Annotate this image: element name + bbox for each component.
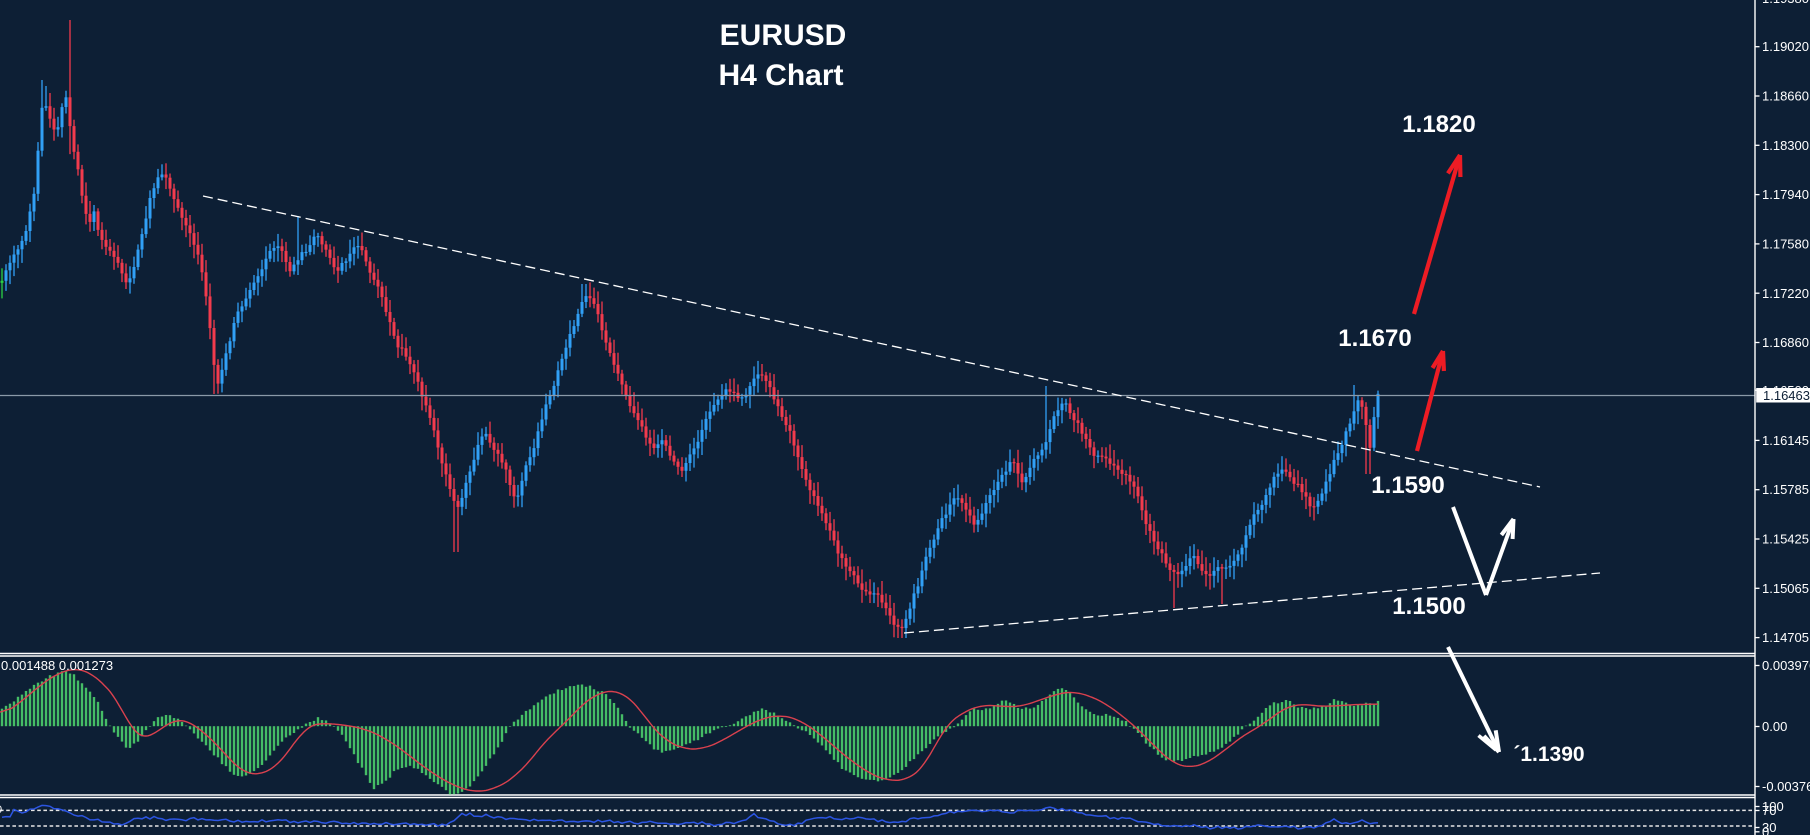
svg-text:1.18300: 1.18300	[1762, 138, 1809, 153]
svg-text:0: 0	[0, 804, 2, 816]
svg-text:1.17940: 1.17940	[1762, 187, 1809, 202]
svg-text:´1.1390: ´1.1390	[1513, 743, 1584, 766]
svg-text:100: 100	[1762, 799, 1784, 814]
svg-text:1.17220: 1.17220	[1762, 286, 1809, 301]
svg-text:-0.00376: -0.00376	[1762, 779, 1810, 794]
svg-text:1.1500: 1.1500	[1392, 593, 1465, 620]
svg-text:70: 70	[1762, 803, 1776, 818]
svg-text:0.00: 0.00	[1762, 719, 1787, 734]
svg-text:1.1820: 1.1820	[1402, 111, 1475, 138]
svg-text:1.1670: 1.1670	[1338, 325, 1411, 352]
svg-text:1.17580: 1.17580	[1762, 237, 1809, 252]
svg-text:1.1590: 1.1590	[1371, 472, 1444, 499]
svg-text:30: 30	[1762, 820, 1776, 835]
svg-text:1.19380: 1.19380	[1762, 0, 1809, 6]
svg-text:0.003976: 0.003976	[1762, 658, 1810, 673]
svg-text:0.001488 0.001273: 0.001488 0.001273	[1, 658, 113, 673]
svg-text:1.15425: 1.15425	[1762, 532, 1809, 547]
svg-text:EURUSD: EURUSD	[720, 19, 847, 52]
svg-text:1.14705: 1.14705	[1762, 630, 1809, 645]
svg-text:H4 Chart: H4 Chart	[718, 59, 843, 92]
svg-text:1.16860: 1.16860	[1762, 335, 1809, 350]
svg-text:1.18660: 1.18660	[1762, 89, 1809, 104]
svg-text:1.16145: 1.16145	[1762, 433, 1809, 448]
svg-text:1.15785: 1.15785	[1762, 482, 1809, 497]
svg-text:1.19020: 1.19020	[1762, 39, 1809, 54]
svg-text:1.16463: 1.16463	[1763, 388, 1810, 403]
svg-text:1.15065: 1.15065	[1762, 581, 1809, 596]
svg-text:0: 0	[1762, 824, 1769, 835]
